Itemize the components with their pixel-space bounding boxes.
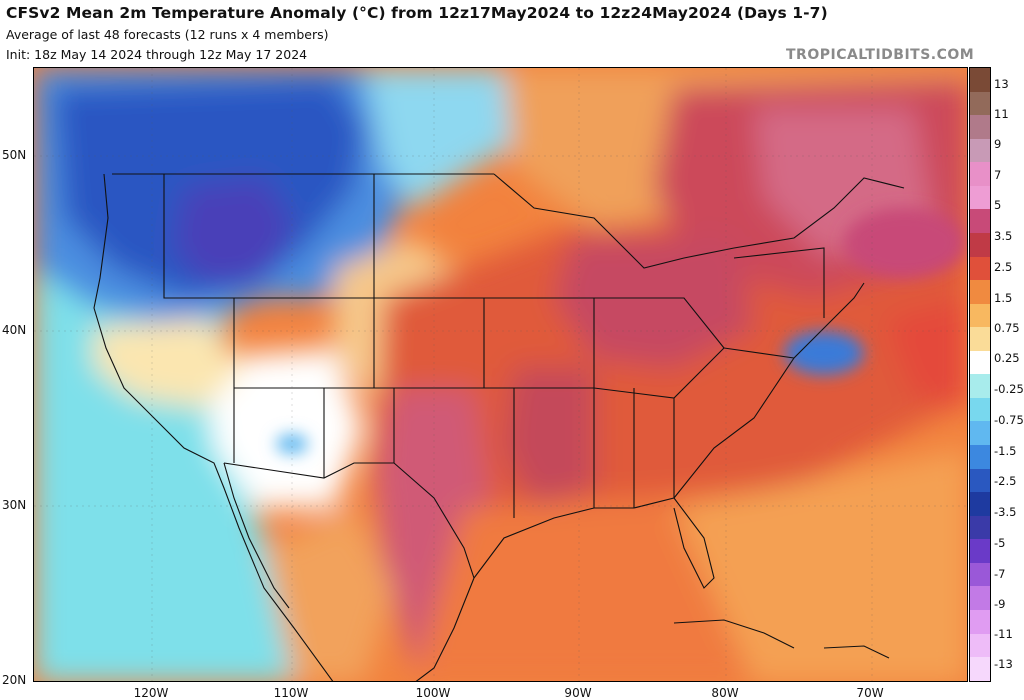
maritimes-hot-spot <box>844 208 964 278</box>
colorbar-label: 0.75 <box>994 321 1020 335</box>
lon-label-110w: 110W <box>273 686 309 700</box>
mexico-west-coast-warm <box>264 508 394 681</box>
state-lines-southwest <box>233 388 325 478</box>
colorbar-label: -13 <box>994 657 1013 671</box>
colorbar-segment <box>970 68 990 92</box>
colorbar-segment <box>970 256 990 281</box>
colorbar-segment <box>970 115 990 139</box>
lon-label-100w: 100W <box>415 686 451 700</box>
colorbar <box>969 67 991 682</box>
colorbar-segment <box>970 91 990 116</box>
lon-label-70w: 70W <box>856 686 884 700</box>
colorbar-segment <box>970 586 990 610</box>
init-line: Init: 18z May 14 2024 through 12z May 17… <box>6 47 308 62</box>
colorbar-segment <box>970 303 990 328</box>
colorbar-label: 7 <box>994 168 1002 182</box>
brand-watermark: TROPICALTIDBITS.COM <box>786 47 975 63</box>
colorbar-segment <box>970 350 990 375</box>
atlantic-moderate-warm <box>674 448 967 681</box>
colorbar-segment <box>970 421 990 445</box>
colorbar-label: 13 <box>994 77 1009 91</box>
colorbar-segment <box>970 633 990 658</box>
state-lines-west <box>163 174 235 388</box>
lat-label-20n: 20N <box>2 673 27 687</box>
colorbar-label: 11 <box>994 107 1009 121</box>
geographic-outlines <box>93 173 905 681</box>
colorbar-label: 3.5 <box>994 229 1013 243</box>
colorbar-segment <box>970 374 990 398</box>
canada-prairie-cool <box>364 68 554 208</box>
colorbar-segment <box>970 280 990 304</box>
colorbar-segment <box>970 445 990 469</box>
colorbar-segment <box>970 609 990 634</box>
lat-label-50n: 50N <box>2 148 27 162</box>
colorbar-label: -0.25 <box>994 382 1024 396</box>
colorbar-label: -9 <box>994 597 1006 611</box>
colorbar-segment <box>970 562 990 587</box>
colorbar-label: 9 <box>994 137 1002 151</box>
map-title: CFSv2 Mean 2m Temperature Anomaly (°C) f… <box>6 4 828 22</box>
colorbar-segment <box>970 162 990 186</box>
colorbar-segment <box>970 657 990 681</box>
colorbar-segment <box>970 468 990 493</box>
state-lines-mountain <box>234 297 375 389</box>
colorbar-label: 0.25 <box>994 351 1020 365</box>
baja-coast <box>223 462 290 609</box>
great-lakes-hot-core <box>554 238 754 368</box>
montana-cold-core <box>174 178 294 283</box>
colorbar-segment <box>970 327 990 351</box>
lon-label-120w: 120W <box>133 686 169 700</box>
map-svg <box>34 68 967 681</box>
colorbar-segment <box>970 232 990 257</box>
great-lakes-border <box>493 173 905 269</box>
colorbar-segment <box>970 209 990 233</box>
mexico-gulf-coast <box>415 577 475 681</box>
colorbar-label: -0.75 <box>994 413 1024 427</box>
colorbar-label: -3.5 <box>994 505 1017 519</box>
colorbar-label: 5 <box>994 198 1002 212</box>
colorbar-label: -5 <box>994 536 1006 550</box>
state-lines-northeast <box>723 247 825 359</box>
hispaniola-outline <box>823 645 890 659</box>
colorbar-segment <box>970 397 990 422</box>
colorbar-label: 1.5 <box>994 291 1013 305</box>
colorbar-label: -7 <box>994 567 1006 581</box>
colorbar-segment <box>970 539 990 563</box>
colorbar-label: -1.5 <box>994 444 1017 458</box>
lon-label-90w: 90W <box>564 686 592 700</box>
state-lines-midwest <box>484 297 595 508</box>
lower-mississippi-hot <box>504 368 594 508</box>
colorbar-segment <box>970 515 990 540</box>
colorbar-segment <box>970 138 990 163</box>
lat-label-30n: 30N <box>2 498 27 512</box>
colorbar-label: -11 <box>994 627 1013 641</box>
colorbar-label: 2.5 <box>994 260 1013 274</box>
colorbar-segment <box>970 492 990 516</box>
map-subtitle: Average of last 48 forecasts (12 runs x … <box>6 27 329 42</box>
lat-label-40n: 40N <box>2 323 27 337</box>
west-coastline <box>93 173 334 681</box>
cuba-outline <box>673 619 795 649</box>
midatlantic-offshore-cool <box>784 331 864 375</box>
anomaly-map <box>33 67 968 682</box>
colorbar-segment <box>970 185 990 210</box>
lon-label-80w: 80W <box>711 686 739 700</box>
atlantic-warm-patch <box>884 298 967 408</box>
graticule <box>34 68 967 681</box>
colorbar-label: -2.5 <box>994 474 1017 488</box>
california-slight-warm <box>94 318 244 408</box>
arizona-cool-spot <box>276 434 308 454</box>
